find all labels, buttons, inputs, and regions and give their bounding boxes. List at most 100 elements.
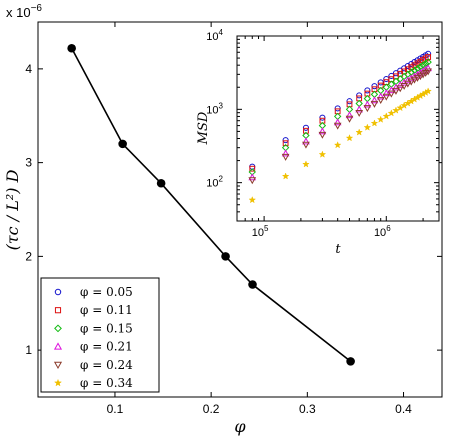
inset-data-point [249,165,256,172]
x-tick-label: 0.4 [395,402,412,416]
legend: φ = 0.05 φ = 0.11 φ = 0.15 φ = 0.21 φ = 0.24… [53,285,133,390]
inset-x-axis-label: t [335,242,341,257]
inset-data-point [281,172,290,180]
inset-data-point [346,98,353,105]
inset-data-point [356,92,363,99]
inset-y-tick-label: 102 [206,175,223,190]
legend-marker [53,378,63,387]
legend-label: φ = 0.15 [80,321,133,335]
inset-data-point [281,149,290,157]
inset-data-point [392,106,400,114]
inset-data-point [333,122,342,130]
inset-x-tick-label: 106 [374,224,391,239]
main-data-point [156,178,166,188]
exponent-base: x 10 [6,5,31,20]
inset-y-tick-label: 103 [206,101,223,116]
legend-marker [54,288,62,296]
inset-data-point [370,119,379,127]
inset-data-point [318,131,327,139]
inset-data-point [334,105,341,112]
y-tick-label: 1 [25,343,32,357]
inset-data-point [302,137,310,145]
x-tick-label: 0.1 [107,402,124,416]
inset-data-point [387,90,396,98]
inset-data-point [363,123,372,131]
main-data-point [346,357,355,366]
legend-label: φ = 0.34 [80,376,133,390]
inset-series [248,50,432,204]
inset-data-point [376,97,385,105]
inset-data-point [416,73,425,81]
inset-data-point [392,87,400,95]
inset-data-point [355,105,364,113]
inset-data-point [371,83,378,90]
legend-label: φ = 0.24 [80,358,133,372]
inset-data-point [345,134,354,142]
main-ticks: 0.1 0.2 0.3 0.4 1 2 3 4 [25,22,442,416]
inset-data-point [282,137,289,144]
inset-data-point [333,118,342,126]
inset-data-point [376,115,385,123]
inset-data-point [318,150,327,158]
inset-data-point [282,140,289,147]
inset-data-point [370,96,379,104]
inset-y-axis-label: MSD [196,111,211,145]
inset-data-point [363,105,372,113]
inset-data-point [411,59,418,66]
inset-data-point [319,114,326,121]
inset-data-point [424,68,432,76]
inset-data-point [377,79,384,86]
y-tick-label: 2 [25,249,32,263]
inset-data-point [318,127,327,135]
inset-data-point [408,60,415,68]
main-data-point [221,252,230,261]
main-data-point [118,139,127,149]
legend-label: φ = 0.05 [80,285,133,299]
inset-data-point [281,153,290,161]
inset-data-point [400,82,408,90]
legend-marker [54,307,62,314]
exponent-label: x 10−6 [6,3,42,20]
inset-data-point [364,87,371,94]
main-y-axis-label: (τc / L²) D [3,169,22,250]
inset-data-point [345,111,354,119]
inset-data-point [345,115,354,123]
inset-data-point [248,177,257,185]
inset-data-point [363,100,372,108]
inset-data-point [370,100,379,108]
inset-data-point [387,109,396,117]
inset-ticks: 105 106 102 103 104 [206,28,439,239]
inset-y-tick-label: 104 [206,28,223,43]
inset-data-point [248,195,257,204]
inset-data-point [407,78,416,86]
inset-data-point [333,141,342,149]
x-tick-label: 0.2 [203,402,220,416]
legend-marker [54,324,62,333]
legend-label: φ = 0.21 [80,340,133,354]
legend-marker [53,342,63,350]
inset-data-point [392,70,400,77]
inset-data-point [410,76,419,84]
main-data-point [248,280,257,289]
inset-data-point [403,80,412,88]
x-tick-label: 0.3 [299,402,316,416]
inset-x-tick-label: 105 [252,224,269,239]
inset-data-point [302,141,310,149]
main-series-line [70,47,352,363]
y-tick-label: 3 [25,156,32,170]
main-x-axis-label: φ [234,417,246,436]
inset-data-point [355,109,364,117]
inset-data-point [376,92,385,100]
inset-data-point [355,128,364,136]
inset-data-point [302,124,309,131]
legend-label: φ = 0.11 [80,303,133,317]
y-tick-label: 4 [25,62,32,76]
exponent-power: −6 [31,3,43,14]
main-data-point [67,43,76,53]
legend-box [40,277,160,393]
inset-data-point [413,74,422,82]
inset-data-point [302,160,310,168]
inset-data-point [396,85,405,93]
svg-text:x 10−6: x 10−6 [6,3,42,20]
